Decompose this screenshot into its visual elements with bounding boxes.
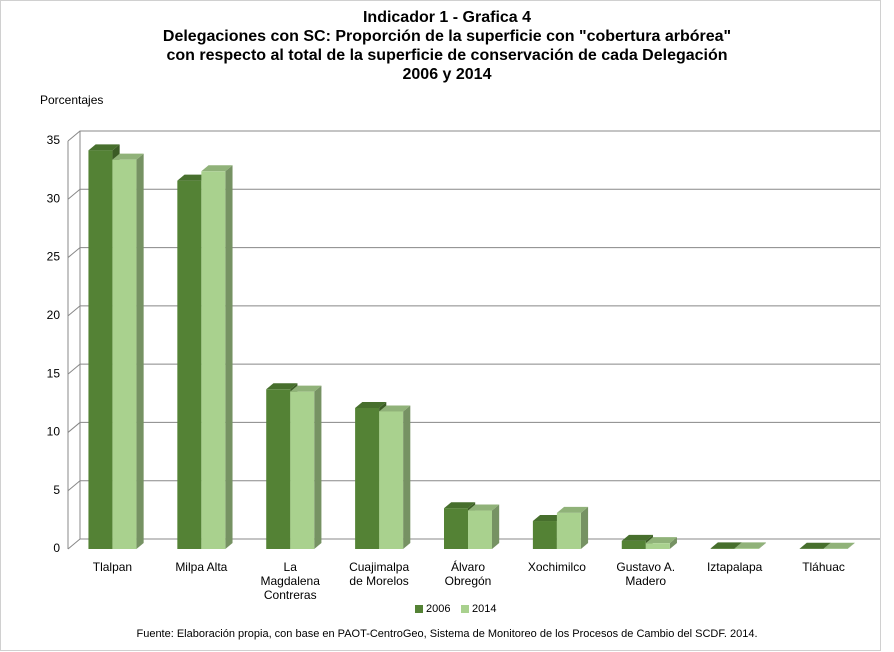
bar-top xyxy=(532,515,565,522)
bar-side xyxy=(314,385,322,549)
bar-side xyxy=(225,165,233,549)
bar-side xyxy=(403,405,411,549)
bar-top xyxy=(556,506,589,513)
y-tick-label: 15 xyxy=(47,366,61,380)
bar-side xyxy=(758,542,766,549)
bar-top xyxy=(799,542,831,549)
bar xyxy=(379,411,404,549)
x-tick-label: Tláhuac xyxy=(802,560,845,574)
bar-top xyxy=(468,504,500,511)
bar xyxy=(468,510,492,549)
chart-subtitle: Delegaciones con SC: Proporción de la su… xyxy=(162,28,732,83)
bar-top xyxy=(290,385,322,392)
bar-side xyxy=(669,537,677,549)
x-tick-label: Milpa Alta xyxy=(175,560,228,574)
bar xyxy=(556,512,581,549)
bar-top xyxy=(355,401,387,408)
x-tick-label: Tlalpan xyxy=(92,560,133,574)
bar-top xyxy=(734,542,766,549)
bar xyxy=(88,150,113,549)
bar-side xyxy=(492,504,500,549)
grid-line xyxy=(67,305,880,317)
x-tick-label: Iztapalapa xyxy=(706,560,763,574)
x-tick-label: La Magdalena Contreras xyxy=(260,560,320,602)
bar-side xyxy=(136,153,144,549)
chart-title: Indicador 1 - Grafica 4 xyxy=(362,9,532,26)
bar-top xyxy=(621,534,653,541)
bar-side xyxy=(580,506,589,549)
bar-top xyxy=(112,153,144,160)
y-tick-label: 10 xyxy=(47,425,61,439)
bar-top xyxy=(645,537,677,544)
y-tick-label: 0 xyxy=(53,541,60,555)
bar xyxy=(177,180,202,550)
legend-label: 2014 xyxy=(472,603,496,615)
x-tick-label: Xochimilco xyxy=(527,560,586,574)
y-tick-label: 25 xyxy=(47,250,61,264)
bar-top xyxy=(201,165,233,172)
y-tick-label: 20 xyxy=(47,308,61,322)
legend-label: 2006 xyxy=(426,603,450,615)
grid-line xyxy=(67,480,880,492)
grid-line xyxy=(67,247,880,258)
bar xyxy=(532,521,557,549)
y-axis-label: Porcentajes xyxy=(40,93,103,107)
y-tick-label: 5 xyxy=(53,483,60,497)
grid-line xyxy=(67,188,880,200)
bar-top xyxy=(88,144,120,151)
bar xyxy=(621,540,646,549)
bar-top xyxy=(444,502,476,509)
legend-swatch xyxy=(415,605,423,613)
bar-side xyxy=(847,542,855,549)
bar xyxy=(710,548,735,549)
x-tick-label: Gustavo A. Madero xyxy=(616,560,676,588)
bar-top xyxy=(379,405,411,412)
source: Fuente: Elaboración propia, con base en … xyxy=(136,628,757,640)
bar xyxy=(201,171,226,549)
legend-swatch xyxy=(461,605,469,613)
grid-line xyxy=(67,363,880,375)
bar xyxy=(112,159,137,549)
bar xyxy=(266,389,291,549)
bar-top xyxy=(710,542,742,549)
bar xyxy=(290,391,315,549)
grid-line xyxy=(67,130,880,142)
bar-top xyxy=(177,174,209,181)
x-tick-label: Álvaro Obregón xyxy=(444,560,492,588)
bar-top xyxy=(266,383,298,390)
bar xyxy=(355,407,380,549)
bar xyxy=(444,508,468,549)
bar xyxy=(645,543,670,549)
y-tick-label: 30 xyxy=(47,191,61,205)
grid-line xyxy=(67,421,880,433)
y-tick-label: 35 xyxy=(47,133,61,147)
grid-line xyxy=(67,538,880,550)
bar xyxy=(734,548,759,549)
bar-top xyxy=(823,542,855,549)
x-tick-label: Cuajimalpa de Morelos xyxy=(349,560,410,588)
